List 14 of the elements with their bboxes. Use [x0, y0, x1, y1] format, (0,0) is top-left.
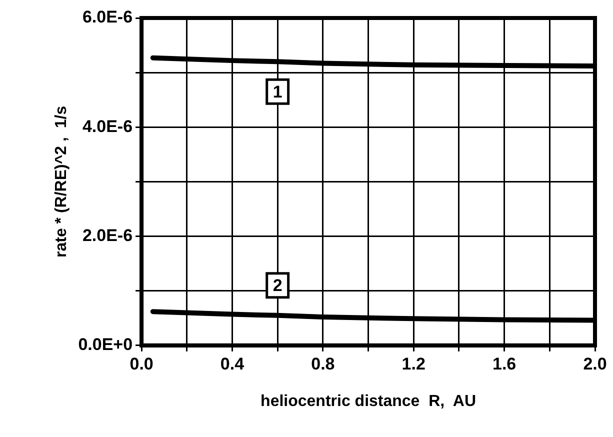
x-tick-label: 0.0	[130, 354, 154, 374]
series-label: 1	[272, 82, 282, 102]
x-tick-label: 2.0	[583, 354, 607, 374]
x-tick-label: 1.2	[402, 354, 426, 374]
x-axis-title: heliocentric distance R, AU	[260, 392, 476, 410]
series-label: 2	[272, 276, 282, 296]
x-tick-label: 1.6	[492, 354, 516, 374]
y-tick-label: 2.0E-6	[82, 226, 133, 245]
y-axis-title: rate * (R/RE)^2 , 1/s	[53, 106, 70, 258]
x-tick-label: 0.8	[311, 354, 335, 374]
y-tick-label: 0.0E+0	[78, 335, 133, 354]
y-tick-label: 6.0E-6	[82, 8, 133, 27]
x-tick-label: 0.4	[220, 354, 245, 374]
y-tick-label: 4.0E-6	[82, 116, 133, 136]
